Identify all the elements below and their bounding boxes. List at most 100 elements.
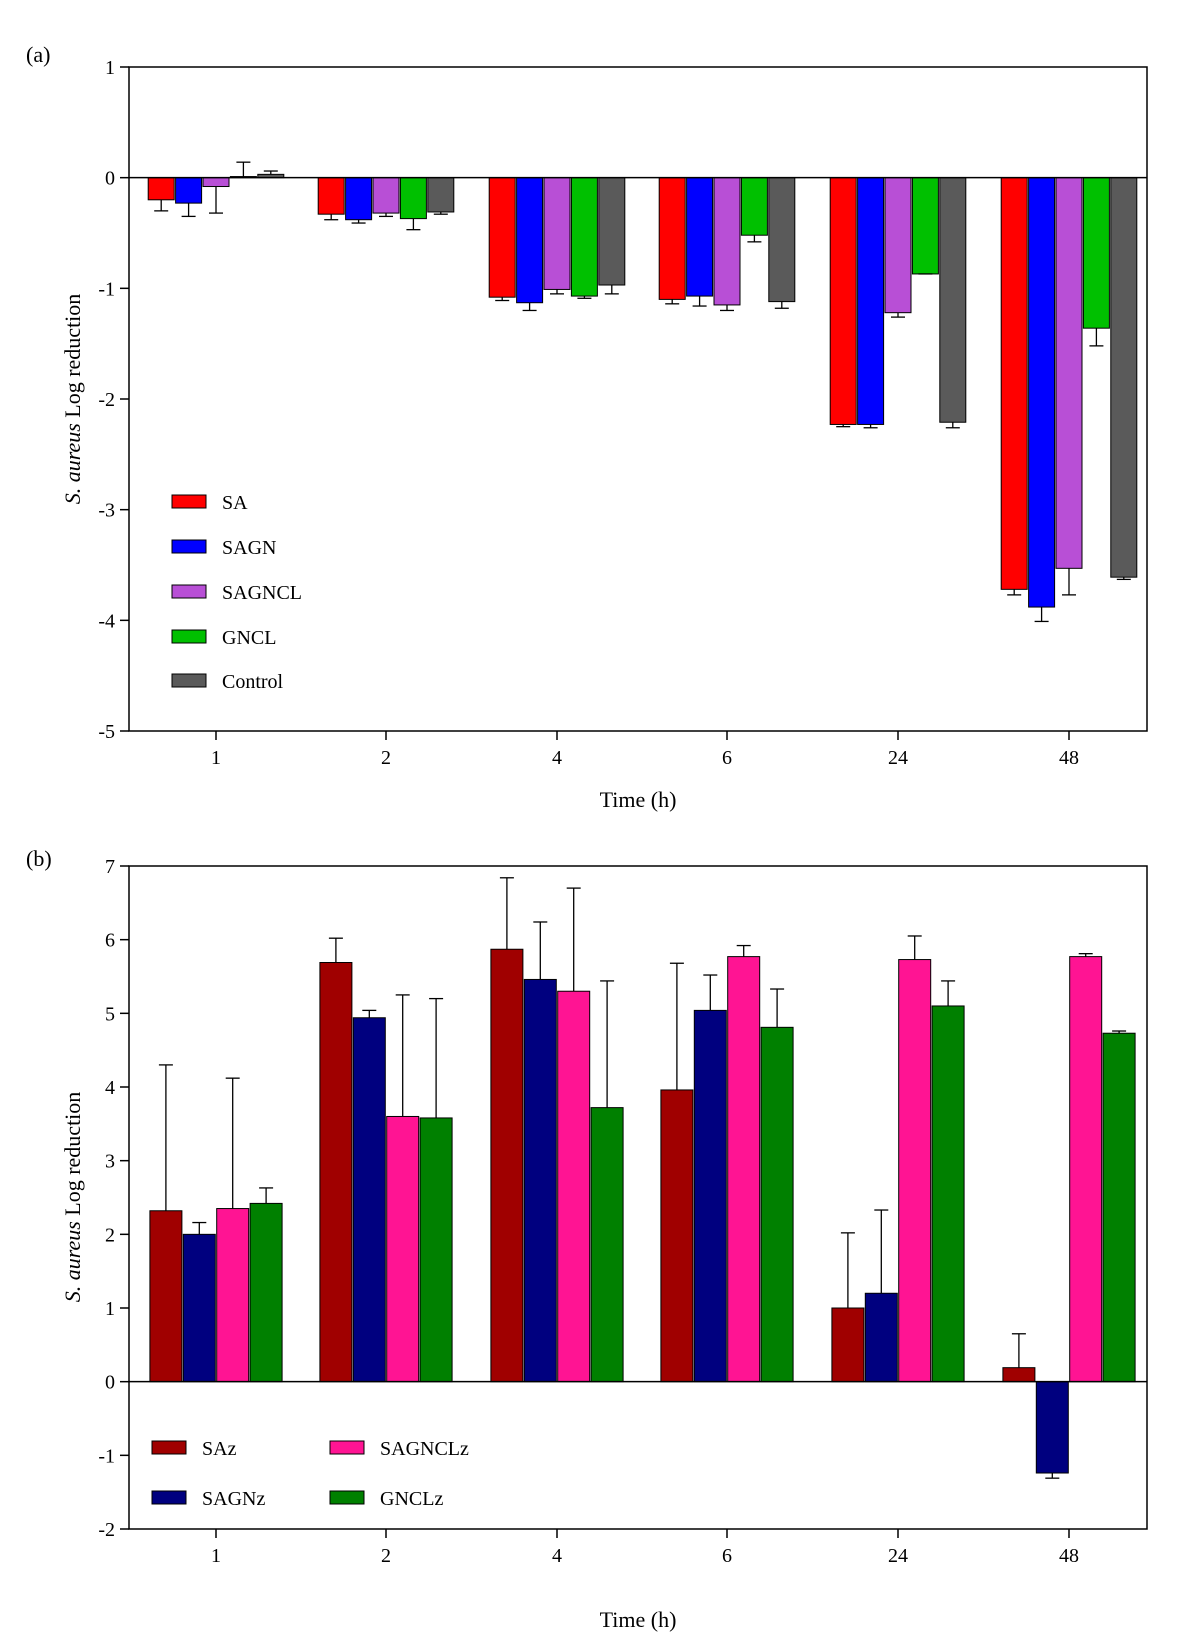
legend-swatch xyxy=(329,1490,365,1505)
legend-item-sagnz: SAGNz xyxy=(151,1488,265,1510)
x-tick-label: 48 xyxy=(1059,747,1079,769)
x-tick-label: 1 xyxy=(211,1545,221,1567)
error-bar xyxy=(550,289,564,295)
x-tick-label: 1 xyxy=(211,747,221,769)
error-bar xyxy=(874,1209,889,1294)
x-tick-label: 24 xyxy=(888,747,908,769)
error-bar xyxy=(328,937,343,963)
bar-sagncl-6h xyxy=(713,177,741,306)
bar-gnclz-48h xyxy=(1102,1032,1136,1383)
bar-gncl-4h xyxy=(570,177,598,297)
error-bar xyxy=(747,235,762,243)
bar-sa-2h xyxy=(317,177,345,215)
bar-gnclz-1h xyxy=(249,1202,283,1383)
bar-saz-4h xyxy=(490,948,524,1383)
bar-sagnz-2h xyxy=(352,1017,386,1383)
bar-control-24h xyxy=(939,177,967,423)
y-tick-label: 5 xyxy=(105,1003,115,1025)
error-bar xyxy=(600,980,615,1108)
error-bar xyxy=(225,1077,240,1209)
legend-swatch xyxy=(171,539,207,554)
bars-a xyxy=(147,173,1138,608)
bar-sagnz-4h xyxy=(523,978,557,1383)
legend-item-control: Control xyxy=(171,671,284,693)
y-tick-label: -2 xyxy=(98,1519,115,1541)
bars-b xyxy=(149,948,1136,1474)
bar-sagn-6h xyxy=(686,177,714,297)
x-axis-label-b: Time (h) xyxy=(600,1607,677,1632)
bar-sagn-24h xyxy=(857,177,885,425)
bar-sa-1h xyxy=(147,177,175,201)
error-bar xyxy=(736,944,751,957)
error-bar xyxy=(840,1232,855,1308)
error-bar xyxy=(836,424,851,428)
y-tick-label: 7 xyxy=(105,856,115,878)
legend-item-gnclz: GNCLz xyxy=(329,1488,443,1510)
bar-sagnclz-1h xyxy=(216,1208,250,1383)
legend-a: SA SAGN SAGNCL GNCL Control xyxy=(171,492,302,693)
bar-sagncl-4h xyxy=(543,177,571,290)
plot-frame-b xyxy=(128,865,1148,1530)
error-bar xyxy=(158,1064,173,1211)
chart-a: (a) 10-1-2-3-4-5 1 2 4 6 24 48 Time (h) S. au… xyxy=(26,42,1148,812)
bar-gnclz-24h xyxy=(931,1005,965,1383)
error-bar xyxy=(395,994,410,1117)
legend-swatch xyxy=(151,1440,187,1455)
y-tick-label: 0 xyxy=(105,1372,115,1394)
bar-sagnclz-6h xyxy=(727,956,761,1383)
bar-control-48h xyxy=(1110,177,1138,578)
y-axis-label-b: S. aureus Log reduction xyxy=(60,1092,85,1303)
y-tick-label: 2 xyxy=(105,1224,115,1246)
bar-sa-48h xyxy=(1000,177,1028,590)
bar-sagnclz-4h xyxy=(557,990,591,1383)
error-bar xyxy=(1034,607,1049,623)
error-bar xyxy=(665,299,680,305)
bar-control-2h xyxy=(427,177,455,213)
error-bar xyxy=(770,988,785,1028)
bar-sagnz-48h xyxy=(1035,1381,1069,1474)
y-tick-label: 6 xyxy=(105,930,115,952)
x-tick-label: 2 xyxy=(381,1545,391,1567)
bar-sagncl-2h xyxy=(372,177,400,214)
error-bar xyxy=(1089,328,1104,347)
error-bar xyxy=(154,199,169,212)
legend-label: SAGN xyxy=(222,537,276,559)
bar-saz-1h xyxy=(149,1210,183,1383)
error-bar xyxy=(566,887,581,992)
legend-item-saz: SAz xyxy=(151,1438,237,1460)
error-bar xyxy=(1011,1333,1026,1368)
bar-saz-6h xyxy=(660,1089,694,1383)
y-tick-label: 0 xyxy=(105,168,115,190)
bar-sa-6h xyxy=(658,177,686,300)
error-bar xyxy=(1116,577,1131,581)
legend-item-sagncl: SAGNCL xyxy=(171,582,302,604)
legend-swatch xyxy=(329,1440,365,1455)
error-bar xyxy=(604,285,619,295)
bar-gncl-48h xyxy=(1082,177,1110,329)
x-tick-label: 4 xyxy=(552,747,562,769)
bar-gnclz-6h xyxy=(760,1026,794,1383)
error-bars-b xyxy=(158,877,1127,1479)
legend-label: GNCL xyxy=(222,627,276,649)
x-tick-label: 4 xyxy=(552,1545,562,1567)
y-ticks-b: 7 6 5 4 3 2 1 0 -1 -2 xyxy=(98,856,129,1541)
bar-sa-4h xyxy=(488,177,516,298)
bar-gnclz-4h xyxy=(590,1107,624,1383)
y-tick-label: -2 xyxy=(98,389,115,411)
bar-sagncl-1h xyxy=(202,177,230,188)
bar-sagnclz-24h xyxy=(898,959,932,1383)
legend-swatch xyxy=(171,673,207,688)
legend-label: Control xyxy=(222,671,284,693)
bar-sagncl-48h xyxy=(1055,177,1083,569)
x-tick-label: 2 xyxy=(381,747,391,769)
error-bar xyxy=(533,921,548,980)
y-tick-label: -4 xyxy=(98,610,115,632)
error-bar xyxy=(351,219,366,224)
error-bar xyxy=(692,296,707,307)
bar-sagncl-24h xyxy=(884,177,912,314)
error-bar xyxy=(720,304,734,312)
error-bar xyxy=(499,877,514,950)
error-bar xyxy=(236,161,251,177)
bar-sagnz-1h xyxy=(182,1233,216,1383)
